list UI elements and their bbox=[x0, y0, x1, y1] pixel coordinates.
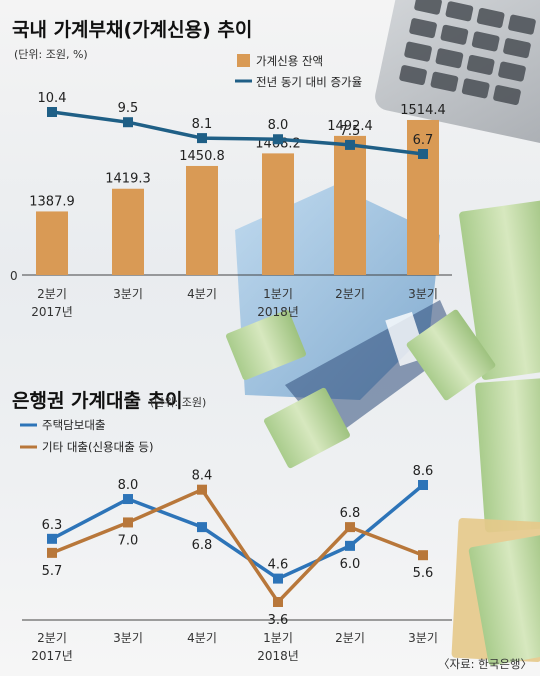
bank-loans-chart: 은행권 가계대출 추이 (단위: 조원) 주택담보대출 기타 대출(신용대출 등… bbox=[12, 390, 452, 663]
chart2-title: 은행권 가계대출 추이 bbox=[12, 390, 183, 412]
legend-label-other: 기타 대출(신용대출 등) bbox=[42, 440, 154, 454]
x-tick-label: 3분기 bbox=[113, 631, 143, 645]
chart2-unit: (단위: 조원) bbox=[150, 396, 206, 409]
other-label: 5.7 bbox=[42, 564, 63, 579]
other-line bbox=[51, 487, 424, 605]
credit-bar bbox=[36, 211, 68, 275]
other-label: 6.8 bbox=[340, 506, 361, 521]
growth-rate-label: 10.4 bbox=[38, 91, 67, 106]
growth-rate-point bbox=[273, 134, 283, 145]
growth-rate-point bbox=[123, 117, 133, 128]
growth-rate-point bbox=[47, 107, 57, 117]
x-tick-label: 2분기 bbox=[37, 631, 67, 645]
legend-label-bar: 가계신용 잔액 bbox=[256, 54, 323, 68]
mortgage-point bbox=[197, 522, 207, 533]
x-tick-year-label: 2017년 bbox=[31, 305, 73, 319]
mortgage-point bbox=[345, 540, 355, 551]
other-label: 3.6 bbox=[268, 613, 289, 628]
mortgage-label: 6.0 bbox=[340, 557, 361, 572]
chart1-zero-label: 0 bbox=[10, 269, 18, 283]
legend-label-line: 전년 동기 대비 증가율 bbox=[256, 75, 362, 89]
growth-rate-point bbox=[197, 133, 207, 144]
x-tick-label: 4분기 bbox=[187, 287, 217, 301]
mortgage-label: 8.0 bbox=[118, 478, 139, 493]
credit-bar bbox=[112, 188, 144, 275]
calculator-icon bbox=[375, 0, 540, 147]
mortgage-point bbox=[418, 480, 428, 490]
other-label: 5.6 bbox=[413, 566, 434, 581]
growth-rate-point bbox=[418, 149, 428, 159]
credit-bar-label: 1514.4 bbox=[400, 103, 446, 118]
other-label: 7.0 bbox=[118, 533, 139, 548]
x-tick-label: 2분기 bbox=[335, 631, 365, 645]
chart2-legend: 주택담보대출 기타 대출(신용대출 등) bbox=[20, 418, 154, 454]
credit-bar bbox=[407, 119, 439, 275]
household-credit-chart: 국내 가계부채(가계신용) 추이 (단위: 조원, %) 가계신용 잔액 전년 … bbox=[10, 19, 452, 319]
x-tick-year-label: 2018년 bbox=[257, 305, 299, 319]
other-point bbox=[345, 522, 355, 533]
x-tick-label: 2분기 bbox=[37, 287, 67, 301]
growth-rate-label: 6.7 bbox=[413, 133, 434, 148]
x-tick-year-label: 2017년 bbox=[31, 649, 73, 663]
other-point bbox=[273, 597, 283, 607]
growth-rate-label: 9.5 bbox=[118, 101, 139, 116]
growth-rate-point bbox=[345, 139, 355, 150]
growth-rate-label: 8.1 bbox=[192, 117, 213, 132]
other-point bbox=[47, 547, 57, 558]
x-tick-label: 3분기 bbox=[408, 287, 438, 301]
legend-label-mortgage: 주택담보대출 bbox=[42, 418, 105, 432]
credit-bar bbox=[334, 135, 366, 275]
other-point bbox=[123, 517, 133, 528]
mortgage-label: 4.6 bbox=[268, 558, 289, 573]
growth-rate-label: 7.5 bbox=[340, 124, 361, 139]
credit-bar-label: 1492.4 bbox=[327, 119, 373, 134]
x-tick-year-label: 2018년 bbox=[257, 649, 299, 663]
credit-bar bbox=[262, 153, 294, 275]
mortgage-line bbox=[51, 483, 425, 581]
x-tick-label: 4분기 bbox=[187, 631, 217, 645]
credit-bar bbox=[186, 165, 218, 275]
chart1-unit: (단위: 조원, %) bbox=[14, 48, 88, 61]
other-point bbox=[418, 550, 428, 561]
mortgage-point bbox=[123, 494, 133, 505]
growth-rate-label: 8.0 bbox=[268, 118, 289, 133]
chart1-title: 국내 가계부채(가계신용) 추이 bbox=[12, 19, 252, 41]
credit-bar-label: 1419.3 bbox=[105, 172, 151, 187]
credit-bar-label: 1450.8 bbox=[179, 149, 225, 164]
other-point bbox=[197, 484, 207, 495]
source-note: 〈자료: 한국은행〉 bbox=[437, 657, 532, 671]
banknote-icon bbox=[226, 200, 540, 666]
x-tick-label: 2분기 bbox=[335, 287, 365, 301]
other-label: 8.4 bbox=[192, 469, 213, 484]
credit-bar-label: 1387.9 bbox=[29, 194, 75, 209]
x-tick-label: 1분기 bbox=[263, 631, 293, 645]
legend-swatch-bar bbox=[237, 54, 250, 67]
chart1-legend: 가계신용 잔액 전년 동기 대비 증가율 bbox=[235, 54, 362, 89]
mortgage-point bbox=[273, 573, 283, 584]
mortgage-label: 6.3 bbox=[42, 518, 63, 533]
mortgage-label: 6.8 bbox=[192, 538, 213, 553]
growth-rate-line bbox=[51, 110, 424, 156]
x-tick-label: 3분기 bbox=[113, 287, 143, 301]
x-tick-label: 1분기 bbox=[263, 287, 293, 301]
mortgage-point bbox=[47, 533, 57, 544]
mortgage-label: 8.6 bbox=[413, 464, 434, 479]
x-tick-label: 3분기 bbox=[408, 631, 438, 645]
